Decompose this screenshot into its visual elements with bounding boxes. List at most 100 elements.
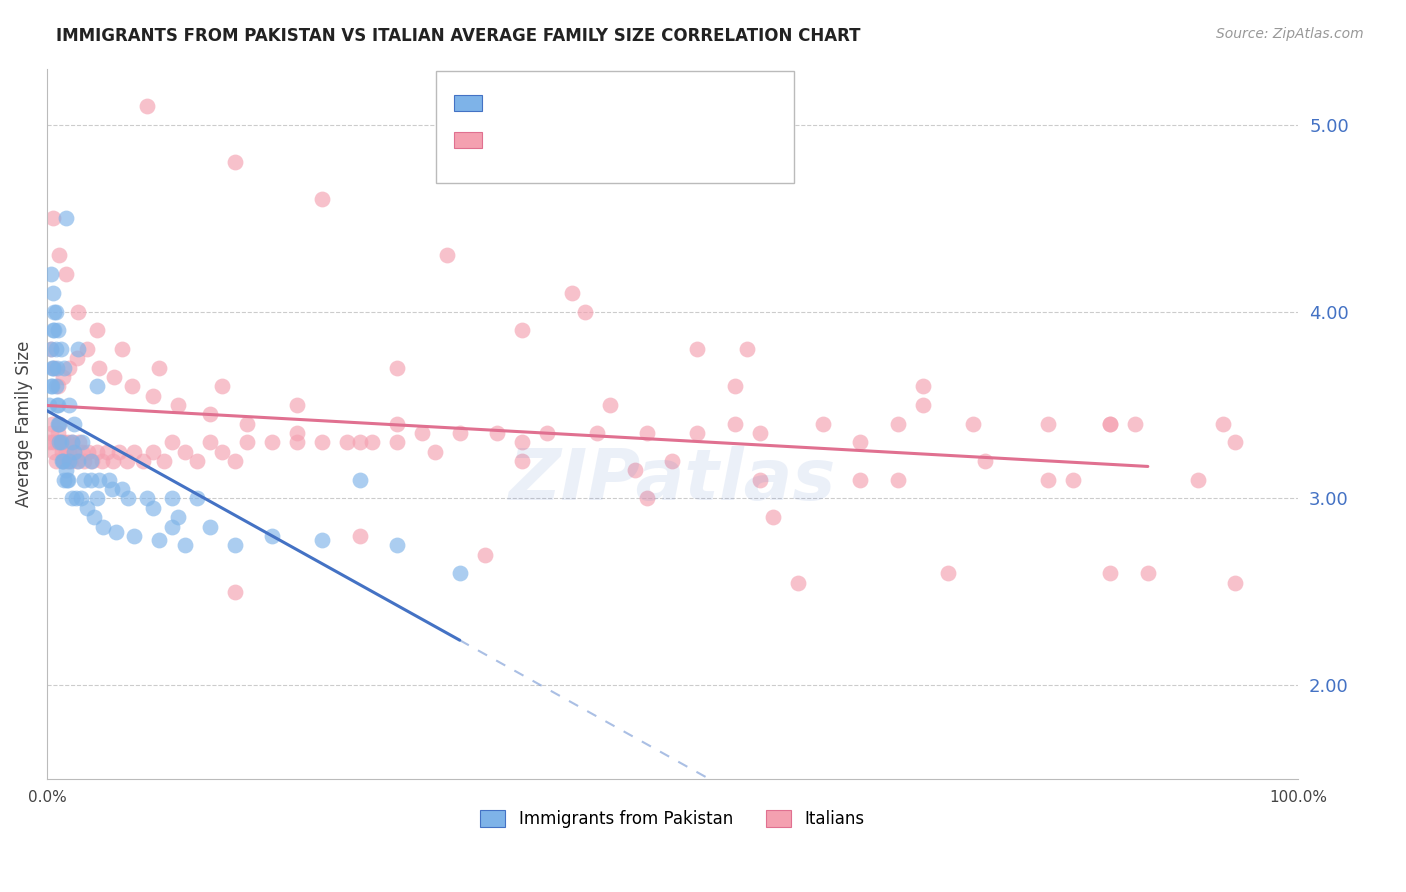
Point xyxy=(198,408,221,422)
Point xyxy=(52,454,75,468)
Point xyxy=(886,417,908,431)
Point xyxy=(52,370,75,384)
Text: N=: N= xyxy=(609,131,640,149)
Point xyxy=(962,417,984,431)
Point xyxy=(60,435,83,450)
Point xyxy=(1099,417,1122,431)
Point xyxy=(385,538,408,552)
Point xyxy=(311,435,333,450)
Point xyxy=(186,491,208,506)
Point xyxy=(73,473,96,487)
Point xyxy=(60,491,83,506)
Point xyxy=(67,454,90,468)
Point xyxy=(349,529,371,543)
Point xyxy=(98,473,121,487)
Point xyxy=(44,323,66,337)
Point xyxy=(65,491,87,506)
Text: 0.058: 0.058 xyxy=(531,131,583,149)
Point xyxy=(44,360,66,375)
Point xyxy=(236,417,259,431)
Point xyxy=(51,454,73,468)
Point xyxy=(51,444,73,458)
Legend: Immigrants from Pakistan, Italians: Immigrants from Pakistan, Italians xyxy=(474,803,872,835)
Point xyxy=(142,500,165,515)
Point xyxy=(724,417,747,431)
Point xyxy=(59,454,82,468)
Point xyxy=(58,360,80,375)
Point xyxy=(1062,473,1084,487)
Point xyxy=(58,398,80,412)
Point xyxy=(1225,575,1247,590)
Point xyxy=(45,454,67,468)
Point xyxy=(55,444,77,458)
Point xyxy=(510,454,533,468)
Point xyxy=(1099,417,1122,431)
Point xyxy=(160,435,183,450)
Point xyxy=(53,473,76,487)
Point xyxy=(224,454,246,468)
Point xyxy=(56,435,79,450)
Point xyxy=(41,360,63,375)
Point xyxy=(121,379,143,393)
Point xyxy=(86,444,108,458)
Point xyxy=(224,538,246,552)
Point xyxy=(1225,435,1247,450)
Point xyxy=(449,566,471,581)
Point xyxy=(48,417,70,431)
Point xyxy=(148,533,170,547)
Point xyxy=(173,538,195,552)
Text: 72: 72 xyxy=(651,94,675,112)
Point xyxy=(148,360,170,375)
Point xyxy=(42,323,65,337)
Point xyxy=(42,285,65,300)
Point xyxy=(52,454,75,468)
Point xyxy=(561,285,583,300)
Point xyxy=(56,473,79,487)
Point xyxy=(385,417,408,431)
Point xyxy=(936,566,959,581)
Point xyxy=(160,491,183,506)
Point xyxy=(510,435,533,450)
Point xyxy=(46,426,69,441)
Point xyxy=(1187,473,1209,487)
Point xyxy=(45,435,67,450)
Point xyxy=(411,426,433,441)
Point xyxy=(86,379,108,393)
Point xyxy=(58,444,80,458)
Point xyxy=(58,454,80,468)
Point xyxy=(89,473,111,487)
Point xyxy=(361,435,384,450)
Point xyxy=(76,342,98,356)
Point xyxy=(91,454,114,468)
Point xyxy=(136,99,159,113)
Point xyxy=(86,323,108,337)
Point xyxy=(66,454,89,468)
Point xyxy=(67,435,90,450)
Point xyxy=(104,525,127,540)
Point xyxy=(89,360,111,375)
Point xyxy=(45,304,67,318)
Point xyxy=(236,435,259,450)
Point xyxy=(198,435,221,450)
Point xyxy=(749,426,772,441)
Point xyxy=(77,444,100,458)
Point xyxy=(101,482,124,496)
Point xyxy=(686,342,709,356)
Point xyxy=(70,435,93,450)
Point xyxy=(63,444,86,458)
Point xyxy=(1123,417,1146,431)
Point xyxy=(436,248,458,262)
Point xyxy=(42,211,65,225)
Point xyxy=(262,435,284,450)
Point xyxy=(67,304,90,318)
Point xyxy=(849,435,872,450)
Point xyxy=(39,426,62,441)
Point xyxy=(45,379,67,393)
Point xyxy=(48,248,70,262)
Point xyxy=(724,379,747,393)
Point xyxy=(63,444,86,458)
Point xyxy=(142,444,165,458)
Point xyxy=(49,435,72,450)
Point xyxy=(636,426,658,441)
Point xyxy=(661,454,683,468)
